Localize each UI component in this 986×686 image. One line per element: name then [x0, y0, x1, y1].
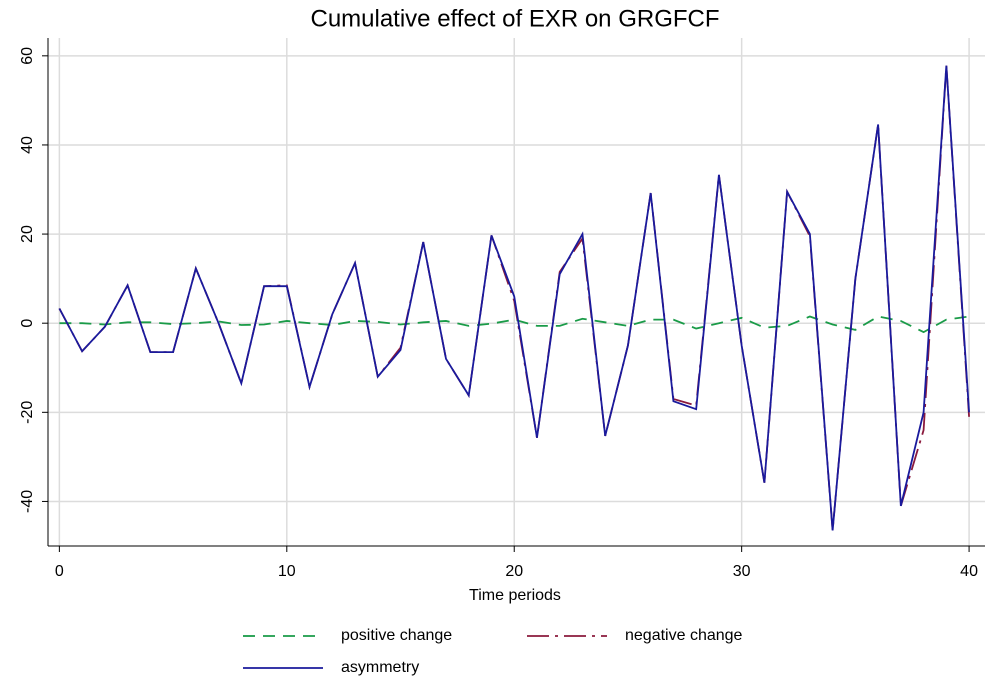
- chart-title: Cumulative effect of EXR on GRGFCF: [310, 5, 719, 32]
- x-tick-label: 40: [960, 563, 978, 580]
- x-tick-label: 10: [278, 563, 296, 580]
- x-tick-label: 0: [55, 563, 64, 580]
- x-tick-label: 20: [505, 563, 523, 580]
- line-series: [58, 65, 970, 531]
- line-series: [59, 315, 970, 334]
- x-tick-label: 30: [733, 563, 751, 580]
- y-tick-label: -20: [19, 401, 36, 424]
- legend-label: asymmetry: [341, 659, 419, 676]
- y-tick-label: 0: [19, 319, 36, 328]
- y-tick-label: 20: [19, 225, 36, 243]
- x-axis-label: Time periods: [469, 587, 561, 604]
- y-tick-label: 60: [19, 47, 36, 65]
- legend-label: negative change: [625, 627, 743, 644]
- legend-label: positive change: [341, 627, 452, 644]
- y-tick-label: 40: [19, 136, 36, 154]
- y-tick-label: -40: [19, 490, 36, 513]
